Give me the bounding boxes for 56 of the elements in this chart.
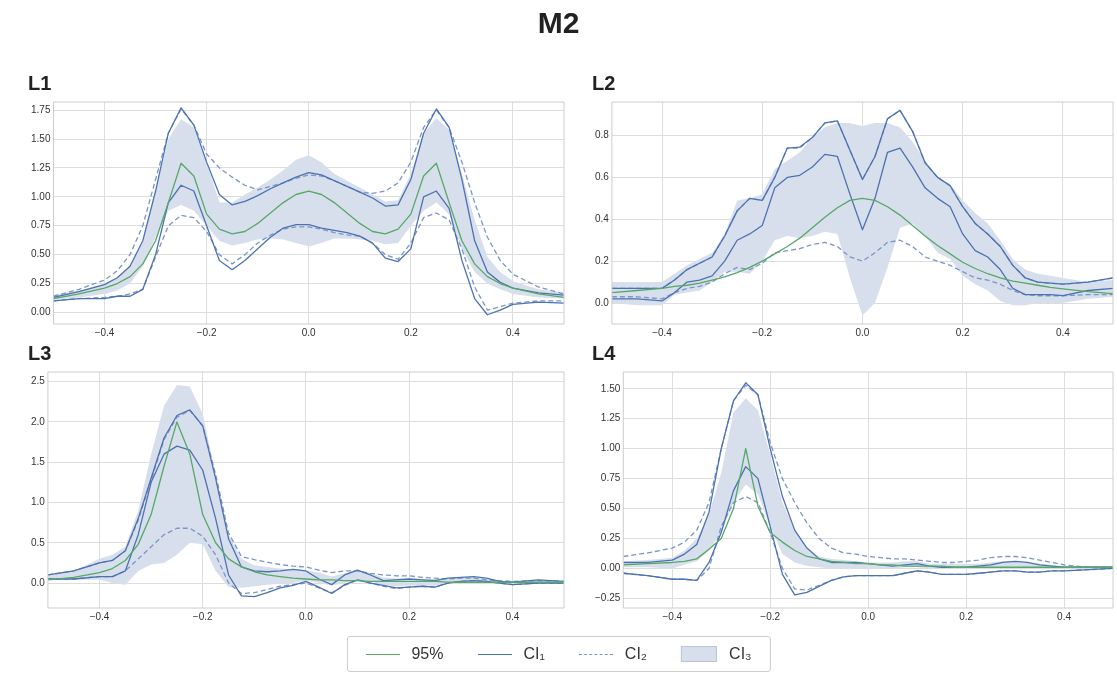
x-tick-label: 0.2 [403,326,419,338]
y-tick-label: 1.50 [30,132,51,144]
x-tick-label: −0.2 [752,326,773,338]
x-tick-label: −0.4 [662,610,683,622]
legend-label: CI₂ [624,645,648,663]
y-tick-label: 0.25 [30,277,51,289]
x-tick-label: −0.4 [94,326,115,338]
y-tick-label: 0.75 [30,219,51,231]
y-tick-label: 1.5 [31,455,46,467]
y-tick-label: 0.50 [30,248,51,260]
y-tick-label: 0.0 [31,576,46,588]
x-tick-label: 0.0 [861,610,876,622]
y-tick-label: 0.0 [595,296,610,308]
x-tick-label: 0.4 [1057,610,1072,622]
chart-title: M2 [536,6,581,40]
y-tick-label: 2.5 [31,375,46,387]
x-tick-label: 0.0 [301,326,317,338]
x-tick-label: 0.4 [1055,326,1071,338]
y-tick-label: 0.5 [31,536,46,548]
y-tick-label: 1.25 [600,412,621,424]
x-tick-label: −0.2 [196,326,217,338]
chart-subtitle: L3 [28,341,52,364]
x-tick-label: 0.4 [505,610,520,622]
y-tick-label: 0.2 [595,254,610,266]
chart-subtitle: L2 [592,71,616,94]
y-tick-label: 1.75 [30,103,51,115]
y-tick-label: 0.00 [600,562,621,574]
chart-subtitle: L1 [28,71,52,94]
y-tick-label: 1.0 [31,496,46,508]
y-tick-label: 0.25 [600,532,621,544]
x-tick-label: 0.4 [505,326,521,338]
x-tick-label: 0.2 [955,326,971,338]
legend-label: 95% [411,645,444,663]
chart-subtitle: L4 [592,341,617,364]
legend-label: CI₃ [729,645,752,663]
y-tick-label: 0.00 [30,306,51,318]
y-tick-label: 0.4 [595,213,610,225]
x-tick-label: 0.0 [855,326,870,338]
y-tick-label: 1.00 [30,190,51,202]
x-tick-label: −0.2 [760,610,781,622]
x-tick-label: 0.2 [959,610,974,622]
y-tick-label: 0.75 [600,472,621,484]
y-tick-label: 2.0 [31,415,46,427]
y-tick-label: 1.00 [600,442,621,454]
x-tick-label: 0.0 [299,610,314,622]
y-tick-label: 0.50 [600,502,621,514]
x-tick-label: −0.4 [89,610,110,622]
y-tick-label: 0.8 [595,129,610,141]
x-tick-label: 0.2 [402,610,417,622]
legend-label: CI₁ [523,645,545,663]
x-tick-label: −0.4 [652,326,673,338]
y-tick-label: 1.25 [30,161,51,173]
y-tick-label: −0.25 [594,592,621,604]
y-tick-label: 1.50 [600,382,621,394]
x-tick-label: −0.2 [192,610,214,622]
y-tick-label: 0.6 [595,171,610,183]
